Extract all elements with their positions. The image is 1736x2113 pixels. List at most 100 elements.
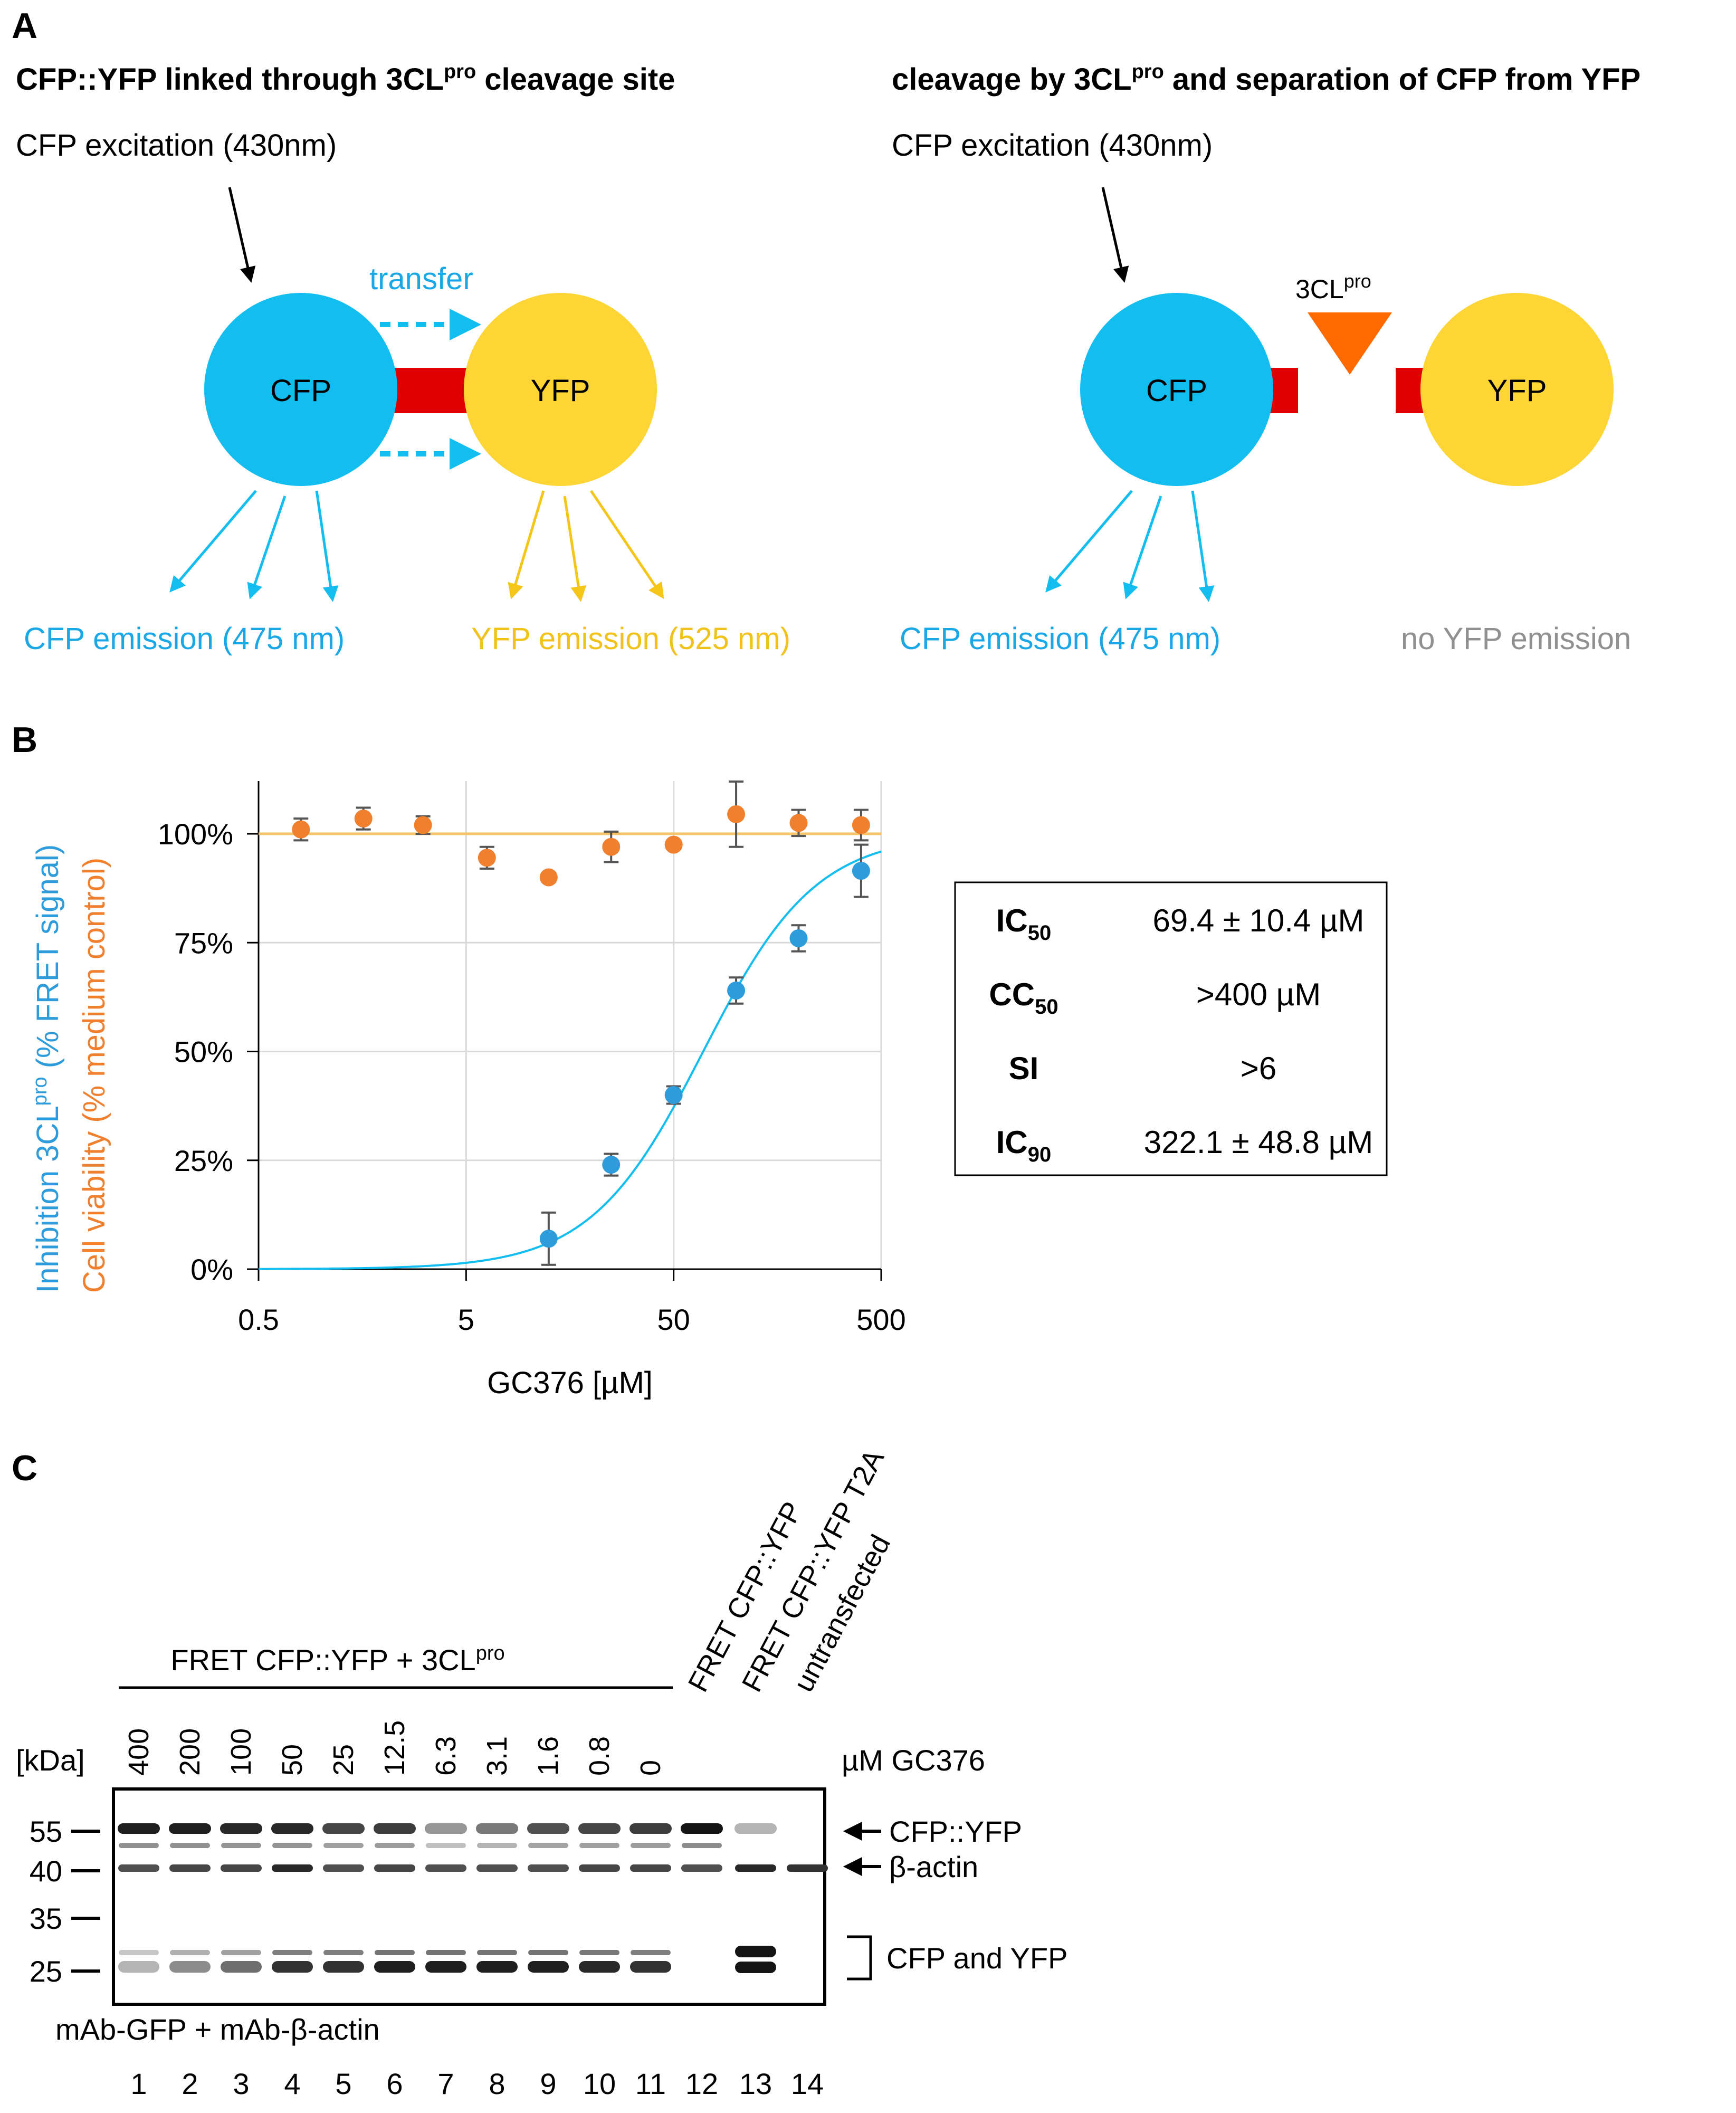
cleaved-lower-band [169,1961,211,1973]
cleaved-upper-band [375,1950,415,1955]
antibody-label: mAb-GFP + mAb-β-actin [55,2013,380,2046]
lane-conc-label: 12.5 [379,1720,411,1776]
blot-bands [118,1823,828,1973]
protease-triangle [1308,312,1392,375]
viability-point [539,868,558,887]
fusion-band [118,1823,160,1834]
fusion-faint-band [579,1843,619,1848]
fusion-band [322,1823,365,1834]
lane-number: 12 [685,2067,718,2100]
fusion-band [425,1823,467,1834]
actin-band [425,1864,466,1872]
fusion-faint-band [528,1843,568,1848]
fusion-band [169,1823,211,1834]
actin-band [118,1864,159,1872]
cleaved-upper-band [735,1946,776,1957]
table-row-value: >400 µM [1196,977,1321,1012]
cleaved-lower-band [476,1961,518,1973]
viability-point [727,805,746,823]
yfp-label-left: YFP [531,374,590,408]
cleaved-upper-band [170,1950,210,1955]
actin-band [630,1864,671,1872]
lane-number: 4 [284,2067,300,2100]
fusion-faint-band [221,1843,261,1848]
lane-conc-label: 0.8 [584,1736,615,1776]
kda-marker-label: 55 [30,1815,62,1848]
kda-marker-label: 25 [30,1955,62,1988]
blot-group-label: FRET CFP::YFP + 3CLpro [170,1642,504,1677]
cleaved-upper-band [477,1950,517,1955]
lane-number: 1 [130,2067,147,2100]
cfp-label-left: CFP [270,374,331,408]
actin-band [476,1864,518,1872]
table-row-value: 69.4 ± 10.4 µM [1152,903,1364,938]
viability-point [789,814,808,832]
fusion-band [681,1823,723,1834]
fusion-faint-band [682,1843,722,1848]
right-excitation-arrow [1101,187,1129,283]
y-tick-label: 0% [190,1253,233,1286]
yfp-emission-arrows-left [508,490,664,602]
actin-band [787,1864,828,1872]
viability-point [478,849,496,867]
viability-point [664,835,683,854]
lane-conc-label: 6.3 [430,1736,462,1776]
cleaved-upper-band [426,1950,466,1955]
kda-marker-label: 40 [30,1854,62,1888]
chart-grid [259,781,882,1269]
lane-conc-labels: 400 200 100 50 25 12.5 6.3 3.1 1.6 0.8 0 [123,1720,666,1776]
y-tick-label: 25% [174,1144,233,1177]
fusion-faint-band [375,1843,415,1848]
fusion-band [220,1823,262,1834]
fusion-faint-band [426,1843,466,1848]
actin-band [323,1864,364,1872]
panel-a-letter: A [12,6,37,46]
no-yfp-emission-label: no YFP emission [1401,622,1631,656]
cleaved-lower-band [323,1961,364,1973]
panel-b-letter: B [12,720,37,760]
lane-conc-label: 3.1 [481,1736,513,1776]
cleaved-upper-band [272,1950,312,1955]
actin-band-label: β-actin [889,1850,978,1883]
y-tick-label: 100% [158,817,233,851]
cfp-emission-label-left: CFP emission (475 nm) [24,622,345,656]
lane-conc-label: 100 [225,1728,257,1776]
lane-numbers: 1 2 3 4 5 6 7 8 9 10 11 12 13 14 [130,2067,824,2100]
chart-marks [259,781,882,1270]
actin-band [169,1864,211,1872]
cleaved-lower-band [374,1961,415,1973]
yfp-label-right: YFP [1487,374,1547,408]
cleaved-lower-band [118,1961,159,1973]
y-axis-label-inhibition: Inhibition 3CLpro (% FRET signal) [29,844,65,1293]
left-excitation-arrow [228,187,256,283]
lane-conc-label: 0 [635,1760,666,1776]
cleaved-upper-band [323,1950,364,1955]
lane-conc-label: 50 [276,1744,308,1776]
cleaved-upper-band [119,1950,159,1955]
actin-band [681,1864,722,1872]
right-excitation-label: CFP excitation (430nm) [892,128,1213,163]
lane-conc-label: 1.6 [532,1736,564,1776]
actin-band [735,1864,776,1872]
yfp-circle-left [464,293,657,486]
yfp-circle-right [1420,293,1614,486]
cleaved-lower-band [272,1961,313,1973]
inhibition-point [789,929,808,947]
viability-point [602,837,621,856]
blot-frame [112,1787,826,2006]
lane-number: 5 [335,2067,351,2100]
actin-band [528,1864,569,1872]
fusion-band [735,1823,777,1834]
left-excitation-label: CFP excitation (430nm) [16,128,337,163]
cleaved-upper-band [579,1950,619,1955]
fusion-band [578,1823,621,1834]
table-row-label: IC50 [996,903,1052,945]
table-row-value: >6 [1241,1051,1276,1086]
lane-number: 10 [583,2067,616,2100]
lane-conc-label: 400 [123,1728,155,1776]
fusion-faint-band [323,1843,364,1848]
viability-point [852,816,870,834]
cleaved-upper-band [221,1950,261,1955]
panel-a-left-title: CFP::YFP linked through 3CLpro cleavage … [16,61,675,97]
